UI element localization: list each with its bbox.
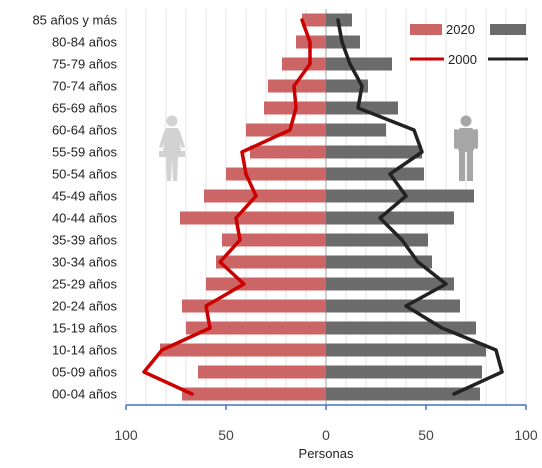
icons <box>159 115 478 181</box>
category-label: 70-74 años <box>52 79 118 94</box>
category-label: 35-39 años <box>52 233 118 248</box>
bar-men-2020 <box>326 145 422 159</box>
category-label: 65-69 años <box>52 101 118 116</box>
bar-men-2020 <box>326 79 368 93</box>
bar-women-2020 <box>160 343 326 357</box>
legend: 2020 2000 <box>410 22 528 67</box>
bar-women-2020 <box>216 255 326 269</box>
bar-men-2020 <box>326 255 432 269</box>
bar-men-2020 <box>326 299 460 313</box>
bar-women-2020 <box>222 233 326 247</box>
line-men-2000 <box>336 18 504 396</box>
legend-label-2020: 2020 <box>446 22 475 37</box>
bar-women-2020 <box>204 189 326 203</box>
category-label: 30-34 años <box>52 255 118 270</box>
bar-men-2020 <box>326 365 482 379</box>
category-label: 80-84 años <box>52 35 118 50</box>
category-label: 50-54 años <box>52 167 118 182</box>
bar-women-2020 <box>268 79 326 93</box>
axes: 85 años y más 80-84 años 75-79 años 70-74 a… <box>32 13 537 444</box>
bar-women-2020 <box>180 211 326 225</box>
bar-women-2020 <box>282 57 326 71</box>
category-label: 25-29 años <box>52 277 118 292</box>
category-label: 60-64 años <box>52 123 118 138</box>
legend-swatch-2020-women <box>410 24 442 35</box>
category-label: 85 años y más <box>32 13 117 28</box>
x-axis-title: Personas <box>299 446 354 461</box>
x-tick-label: 50 <box>218 427 234 443</box>
bars <box>160 13 486 401</box>
category-label: 55-59 años <box>52 145 118 160</box>
bar-men-2020 <box>326 167 424 181</box>
bar-women-2020 <box>302 13 326 27</box>
bar-women-2020 <box>250 145 326 159</box>
category-label: 40-44 años <box>52 211 118 226</box>
x-tick-label: 100 <box>114 427 138 443</box>
bar-women-2020 <box>182 387 326 401</box>
line-women-2000 <box>142 18 312 396</box>
category-label: 05-09 años <box>52 365 118 380</box>
x-tick-label: 100 <box>514 427 538 443</box>
bar-men-2020 <box>326 211 454 225</box>
bar-men-2020 <box>326 233 428 247</box>
x-tick-label: 50 <box>418 427 434 443</box>
bar-women-2020 <box>226 167 326 181</box>
category-label: 00-04 años <box>52 387 118 402</box>
category-label: 10-14 años <box>52 343 118 358</box>
bar-men-2020 <box>326 387 480 401</box>
category-label: 45-49 años <box>52 189 118 204</box>
lines <box>142 18 504 396</box>
bar-women-2020 <box>182 299 326 313</box>
bar-women-2020 <box>198 365 326 379</box>
man-icon <box>454 115 478 181</box>
x-tick-label: 0 <box>322 427 330 443</box>
bar-women-2020 <box>206 277 326 291</box>
category-label: 20-24 años <box>52 299 118 314</box>
bar-men-2020 <box>326 277 454 291</box>
bar-men-2020 <box>326 57 392 71</box>
gridlines <box>125 9 527 405</box>
legend-swatch-2020-men <box>490 24 526 35</box>
bar-men-2020 <box>326 343 486 357</box>
bar-women-2020 <box>186 321 326 335</box>
category-label: 75-79 años <box>52 57 118 72</box>
legend-label-2000: 2000 <box>448 52 477 67</box>
bar-men-2020 <box>326 123 386 137</box>
category-label: 15-19 años <box>52 321 118 336</box>
woman-icon <box>159 115 185 181</box>
bar-men-2020 <box>326 189 474 203</box>
